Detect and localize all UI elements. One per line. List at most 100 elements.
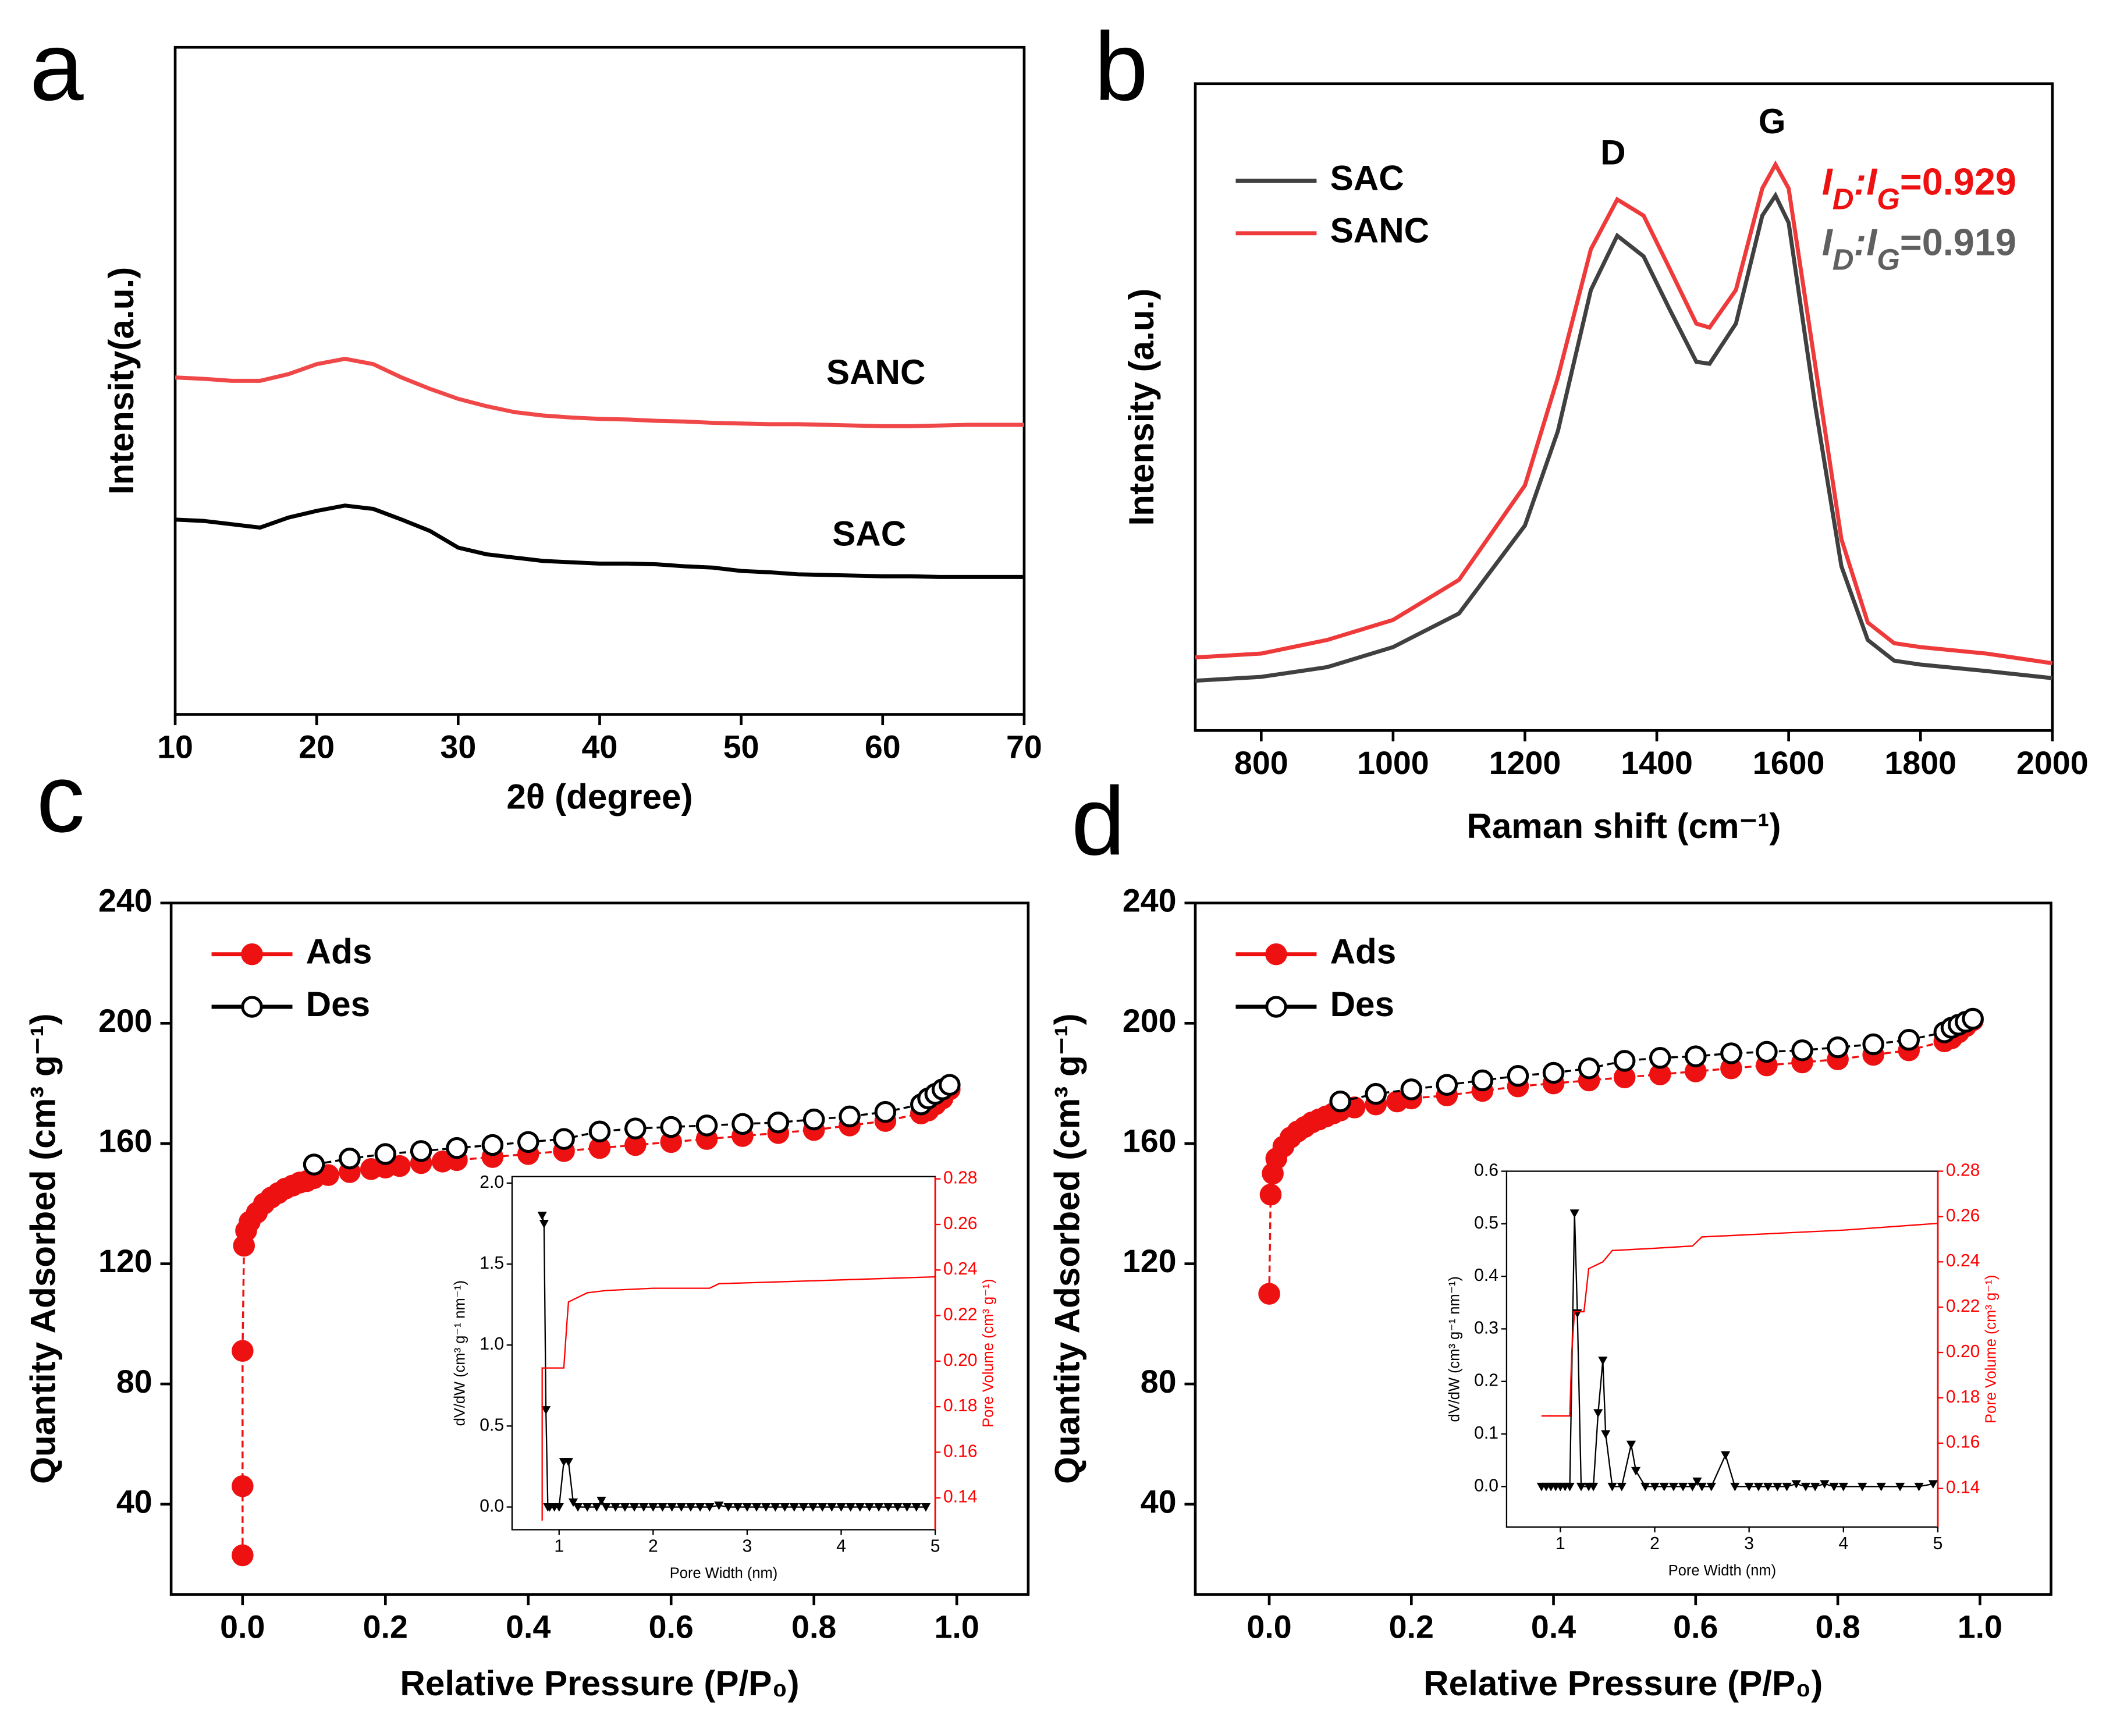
- plot-frame: [1194, 901, 2052, 1596]
- data-point: [1258, 1283, 1280, 1305]
- data-point: [232, 1340, 254, 1362]
- annotation: G: [1759, 102, 1786, 141]
- data-point: [767, 1111, 790, 1134]
- data-point: [1507, 1064, 1529, 1087]
- data-point: [1801, 1482, 1811, 1492]
- data-point: [639, 1503, 649, 1512]
- data-point: [874, 1100, 897, 1123]
- data-point: [563, 1458, 574, 1467]
- data-point: [695, 1503, 705, 1512]
- y-tick-label: 0.5: [480, 1415, 504, 1435]
- data-point: [1576, 1482, 1586, 1492]
- x-tick-label: 1800: [1884, 745, 1956, 781]
- ratio-part: =0.929: [1900, 161, 2016, 203]
- panel: c 0.0 0.2 0.4 0.6 0.8 1.0 40 80 120 160 200 240 Relat…: [24, 744, 1030, 1703]
- x-axis-label: Raman shift (cm⁻¹): [1466, 807, 1781, 846]
- data-point: [714, 1501, 724, 1510]
- data-line: [175, 357, 1024, 428]
- y2-tick-label: 0.16: [943, 1442, 978, 1461]
- ratio-part: I: [1866, 221, 1878, 264]
- data-point: [648, 1503, 658, 1512]
- data-point: [1365, 1082, 1387, 1105]
- legend-label: Ads: [306, 932, 372, 971]
- data-point: [1542, 1062, 1565, 1084]
- data-point: [1569, 1209, 1579, 1218]
- y-tick-label: 200: [1123, 1003, 1177, 1039]
- ratio-label: ID:IG=0.919: [1822, 221, 2016, 276]
- y-tick-label: 80: [116, 1364, 152, 1400]
- plot-frame: [169, 901, 1030, 1596]
- data-point: [705, 1503, 715, 1512]
- x-tick-label: 30: [440, 729, 476, 765]
- data-point: [1876, 1482, 1886, 1492]
- x-tick-label: 50: [723, 729, 759, 765]
- data-point: [658, 1503, 667, 1512]
- data-point: [1593, 1409, 1603, 1418]
- y-tick-label: 40: [116, 1483, 152, 1520]
- legend-marker: [1265, 943, 1287, 965]
- y-tick-label: 0.5: [1474, 1213, 1498, 1233]
- data-point: [1773, 1482, 1782, 1492]
- x-tick-label: 2: [1650, 1534, 1660, 1553]
- data-point: [1753, 1482, 1763, 1492]
- y-tick-label: 240: [98, 882, 152, 918]
- data-point: [517, 1131, 539, 1153]
- x-tick-label: 0.0: [220, 1609, 265, 1645]
- data-point: [1782, 1482, 1792, 1492]
- data-point: [1649, 1046, 1671, 1069]
- inset: 1 2 3 4 5 0.0 0.1 0.2 0.3 0.4 0.5 0.6 0.14 0.16 0.18 0.…: [1447, 1160, 2000, 1579]
- data-point: [733, 1503, 743, 1512]
- data-point: [742, 1503, 752, 1512]
- data-point: [836, 1503, 846, 1512]
- data-point: [1827, 1036, 1849, 1059]
- y2-tick-label: 0.14: [1946, 1478, 1980, 1497]
- legend: SAC SANC: [1235, 158, 1429, 250]
- data-line: [541, 1276, 936, 1521]
- x-axis-label: Relative Pressure (P/P₀): [400, 1664, 799, 1703]
- panel-letter: c: [37, 744, 85, 853]
- x-tick-label: 40: [582, 729, 618, 765]
- data-point: [620, 1503, 630, 1512]
- y-axis-label: dV/dW (cm³ g⁻¹ nm⁻¹): [452, 1280, 468, 1426]
- panel-letter: b: [1094, 13, 1148, 121]
- data-point: [588, 1120, 611, 1143]
- data-point: [1697, 1482, 1707, 1492]
- legend-label: SANC: [1330, 211, 1430, 250]
- data-point: [1730, 1482, 1740, 1492]
- plot-frame: [1194, 82, 2054, 732]
- data-point: [303, 1153, 325, 1176]
- x-tick-label: 1.0: [935, 1609, 979, 1645]
- y2-tick-label: 0.16: [1946, 1433, 1980, 1452]
- y2-tick-label: 0.24: [943, 1259, 978, 1279]
- y2-tick-label: 0.24: [1946, 1251, 1980, 1270]
- y2-tick-label: 0.28: [1946, 1160, 1980, 1180]
- data-point: [855, 1503, 865, 1512]
- x-tick-label: 5: [931, 1537, 940, 1556]
- data-point: [339, 1147, 361, 1170]
- y2-tick-label: 0.26: [943, 1214, 978, 1233]
- data-point: [789, 1503, 799, 1512]
- data-point: [1756, 1041, 1778, 1063]
- series-label: SAC: [832, 514, 906, 553]
- data-point: [1471, 1069, 1494, 1092]
- data-point: [1838, 1482, 1848, 1492]
- inset-background: [512, 1176, 936, 1530]
- ratio-label: ID:IG=0.929: [1822, 161, 2016, 216]
- data-point: [541, 1406, 551, 1415]
- data-point: [1436, 1074, 1458, 1096]
- data-point: [232, 1475, 254, 1497]
- ratio-part: :: [1854, 221, 1867, 264]
- y-tick-label: 0.0: [480, 1496, 504, 1515]
- data-point: [624, 1117, 647, 1139]
- data-point: [1820, 1480, 1830, 1489]
- x-tick-label: 0.6: [649, 1609, 694, 1645]
- data-point: [1791, 1039, 1813, 1062]
- x-tick-label: 1600: [1753, 745, 1825, 781]
- x-axis-label: Pore Width (nm): [1668, 1563, 1776, 1579]
- x-tick-label: 3: [743, 1537, 752, 1556]
- y2-tick-label: 0.22: [1946, 1297, 1980, 1316]
- y2-tick-label: 0.20: [1946, 1342, 1980, 1361]
- x-tick-label: 0.8: [791, 1609, 836, 1645]
- y-tick-label: 40: [1141, 1483, 1177, 1520]
- data-point: [601, 1503, 611, 1512]
